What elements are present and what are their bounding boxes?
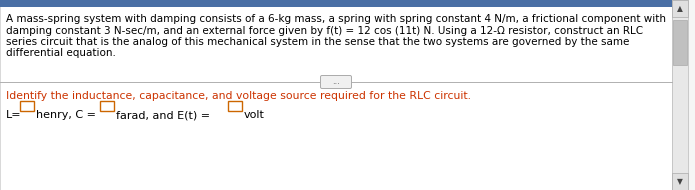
FancyBboxPatch shape [672,0,688,190]
FancyBboxPatch shape [0,0,672,7]
FancyBboxPatch shape [672,0,688,17]
Text: L=: L= [6,110,22,120]
Text: series circuit that is the analog of this mechanical system in the sense that th: series circuit that is the analog of thi… [6,37,630,47]
FancyBboxPatch shape [0,0,672,190]
Text: ...: ... [332,78,340,86]
Text: Identify the inductance, capacitance, and voltage source required for the RLC ci: Identify the inductance, capacitance, an… [6,91,471,101]
Text: farad, and E(t) =: farad, and E(t) = [116,110,210,120]
Text: damping constant 3 N-sec/m, and an external force given by f(t) = 12 cos (11t) N: damping constant 3 N-sec/m, and an exter… [6,25,643,36]
FancyBboxPatch shape [320,75,352,89]
Text: A mass-spring system with damping consists of a 6-kg mass, a spring with spring : A mass-spring system with damping consis… [6,14,666,24]
FancyBboxPatch shape [20,101,34,111]
Text: ▲: ▲ [677,4,683,13]
FancyBboxPatch shape [228,101,242,111]
FancyBboxPatch shape [673,20,687,65]
Text: ▼: ▼ [677,177,683,186]
FancyBboxPatch shape [672,173,688,190]
Text: volt: volt [244,110,265,120]
Text: differential equation.: differential equation. [6,48,116,59]
Text: henry, C =: henry, C = [36,110,96,120]
FancyBboxPatch shape [100,101,114,111]
